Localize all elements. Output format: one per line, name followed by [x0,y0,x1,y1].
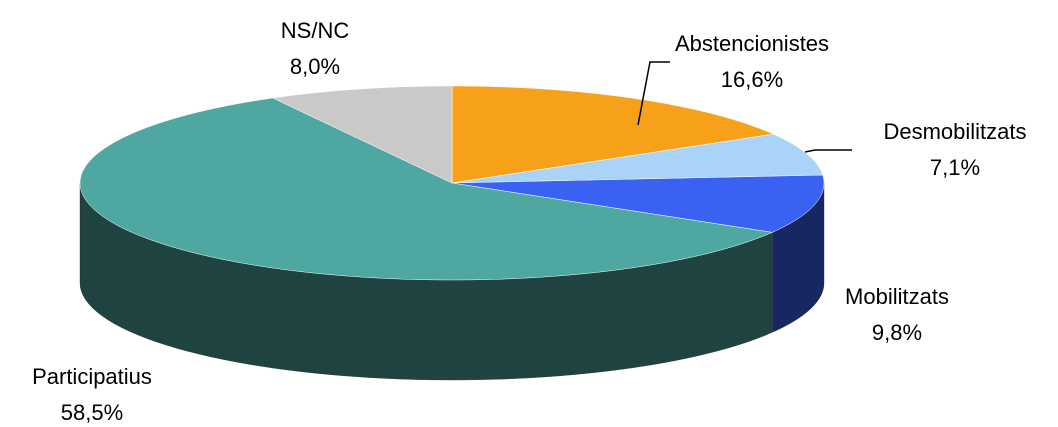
slice-label: NS/NC [281,18,350,43]
slice-value-label: 16,6% [721,67,783,92]
slice [451,85,775,184]
slice-value-label: 9,8% [872,320,922,345]
labels: Abstencionistes 16,6% Desmobilitzats 7,1% Mo… [32,18,1026,425]
slice [79,97,774,281]
leader-line [804,149,852,153]
leader-line [637,61,670,126]
slice-side-shade [772,183,824,333]
pie-tops [79,85,825,281]
slice-label: Abstencionistes [675,31,829,56]
slice [271,85,453,184]
slice-label: Desmobilitzats [883,119,1026,144]
slice-side-shade [80,183,773,380]
slice [451,133,824,184]
pie-sides [79,182,825,381]
slice [451,174,825,233]
slice-label: Participatius [32,364,152,389]
slice-value-label: 7,1% [930,155,980,180]
slice-value-label: 8,0% [290,54,340,79]
slice-label: Mobilitzats [845,284,949,309]
slice-value-label: 58,5% [61,400,123,425]
